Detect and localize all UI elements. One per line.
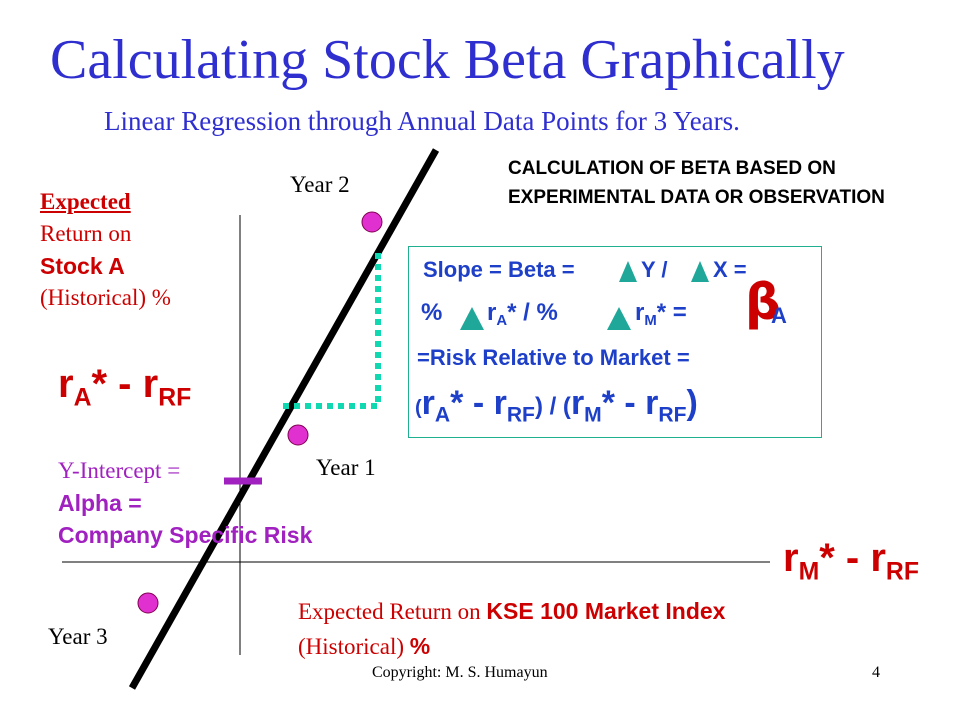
slope-line2-sub2: M <box>644 313 657 330</box>
slope-line4-r2: r <box>570 384 585 422</box>
intercept-line2: Alpha = <box>58 490 142 516</box>
slope-line2-r: r <box>487 299 497 326</box>
x-axis-prefix: Expected Return on <box>298 599 487 624</box>
slope-line4: (rA* - rRF) / (rM* - rRF) <box>415 381 698 437</box>
delta-ra-icon <box>460 307 484 330</box>
rm-sub: M <box>798 558 820 586</box>
stock-excess-return-label: rA* - rRF <box>58 362 191 413</box>
ra-sub: A <box>73 384 92 412</box>
calculation-heading: CALCULATION OF BETA BASED ON EXPERIMENTA… <box>508 158 885 208</box>
delta-y-icon <box>619 261 637 282</box>
beta-subscript: A <box>771 303 787 328</box>
slope-line4-close: ) / ( <box>534 393 571 420</box>
slope-line1-c: X = <box>713 257 747 282</box>
slope-line4-sub2: RF <box>506 403 535 427</box>
page-number: 4 <box>872 664 880 681</box>
year3-label: Year 3 <box>48 624 108 649</box>
slope-line2-sub: A <box>496 313 508 330</box>
slope-line2-star2: * = <box>656 299 687 326</box>
slope-line4-end: ) <box>686 384 698 422</box>
year2-label: Year 2 <box>290 172 350 197</box>
slope-line4-sub3: M <box>584 403 602 427</box>
slope-formula-box: Slope = Beta = Y / X = % rA* / % rM* = β… <box>408 246 822 438</box>
intercept-line1: Y-Intercept = <box>58 458 181 483</box>
year1-label: Year 1 <box>316 455 376 480</box>
year2-point <box>361 211 383 233</box>
slide-subtitle: Linear Regression through Annual Data Po… <box>104 106 740 136</box>
slope-line2-star: * / % <box>507 299 558 326</box>
slope-line4-sub: A <box>434 403 451 427</box>
x-axis-index-name: KSE 100 Market Index <box>486 598 726 624</box>
x-axis-title-line2: (Historical) % <box>298 629 725 664</box>
slope-line1-a: Slope = Beta = <box>423 257 575 282</box>
slope-line2-ra: rA* / % <box>487 299 558 329</box>
year1-point <box>287 424 309 446</box>
delta-rm-icon <box>607 307 631 330</box>
slope-box-graphics <box>460 261 709 330</box>
slope-line4-sub4: RF <box>658 403 687 427</box>
x-axis-title: Expected Return on KSE 100 Market Index … <box>298 594 725 664</box>
slope-line1-b: Y / <box>641 257 668 282</box>
slide-title: Calculating Stock Beta Graphically <box>50 29 845 91</box>
y-axis-title-line2: Return on <box>40 221 132 246</box>
ra-rest: * - r <box>91 362 159 406</box>
x-axis-line2-prefix: (Historical) <box>298 634 410 659</box>
rm-sub2: RF <box>885 558 919 586</box>
ra-r: r <box>58 362 74 406</box>
slope-line4-open: ( <box>415 397 422 419</box>
slope-line4-mid: * - r <box>450 384 507 422</box>
y-axis-title: Expected Return on Stock A (Historical) … <box>40 186 171 314</box>
market-excess-return-label: rM* - rRF <box>783 536 919 587</box>
slope-line2-r2: r <box>635 299 645 326</box>
slope-line4-mid2: * - r <box>601 384 659 422</box>
y-axis-title-line3: Stock A <box>40 253 125 279</box>
slope-line4-r: r <box>421 384 435 422</box>
slope-line3: =Risk Relative to Market = <box>417 345 690 370</box>
slope-line2-pct: % <box>421 299 443 326</box>
x-axis-title-line1: Expected Return on KSE 100 Market Index <box>298 594 725 629</box>
intercept-line3: Company Specific Risk <box>58 522 313 548</box>
ra-sub2: RF <box>158 384 192 412</box>
intercept-label: Y-Intercept = Alpha = Company Specific R… <box>58 455 312 551</box>
copyright-footer: Copyright: M. S. Humayun <box>372 664 548 681</box>
rm-r: r <box>783 536 799 580</box>
x-axis-percent: % <box>409 633 431 659</box>
rm-rest: * - r <box>819 536 886 580</box>
regression-line <box>128 148 440 690</box>
delta-x-icon <box>691 261 709 282</box>
y-axis-title-line1: Expected <box>40 189 131 214</box>
beta-symbol: β <box>745 273 781 331</box>
y-axis-title-line4: (Historical) % <box>40 285 171 310</box>
year3-point <box>137 592 159 614</box>
slope-line2-rm: rM* = <box>635 299 687 329</box>
